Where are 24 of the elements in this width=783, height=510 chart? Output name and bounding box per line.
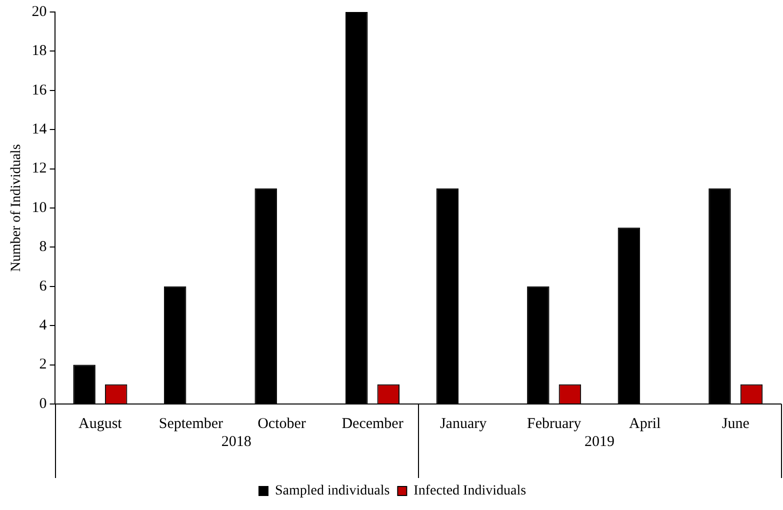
x-tick-label: June bbox=[722, 416, 750, 432]
x-tick-label: February bbox=[526, 416, 582, 432]
y-tick-label: 2 bbox=[39, 356, 47, 373]
x-tick-label: August bbox=[78, 416, 123, 432]
legend-label: Infected Individuals bbox=[414, 484, 526, 499]
text: 2018 bbox=[221, 434, 252, 450]
x-tick-label: December bbox=[342, 416, 404, 432]
x-tick-label: September bbox=[158, 416, 224, 432]
y-tick-label: 4 bbox=[39, 318, 48, 334]
x-tick-label: October bbox=[258, 416, 306, 432]
y-tick-label: 6 bbox=[39, 278, 48, 294]
y-tick-label: 8 bbox=[39, 239, 47, 256]
y-axis-title: Number of Individuals bbox=[9, 144, 24, 272]
y-tick-label: 12 bbox=[32, 160, 47, 177]
y-tick-label: 16 bbox=[32, 82, 48, 98]
legend-label: Sampled individuals bbox=[274, 484, 390, 499]
text: 2019 bbox=[584, 434, 614, 450]
y-tick-label: 0 bbox=[39, 396, 47, 412]
y-tick-label: 18 bbox=[32, 43, 47, 60]
x-tick-label: April bbox=[629, 416, 661, 432]
y-tick-label: 14 bbox=[32, 122, 48, 138]
y-tick-label: 10 bbox=[32, 200, 47, 216]
x-tick-label: January bbox=[440, 416, 488, 432]
y-tick-label: 20 bbox=[32, 4, 47, 20]
